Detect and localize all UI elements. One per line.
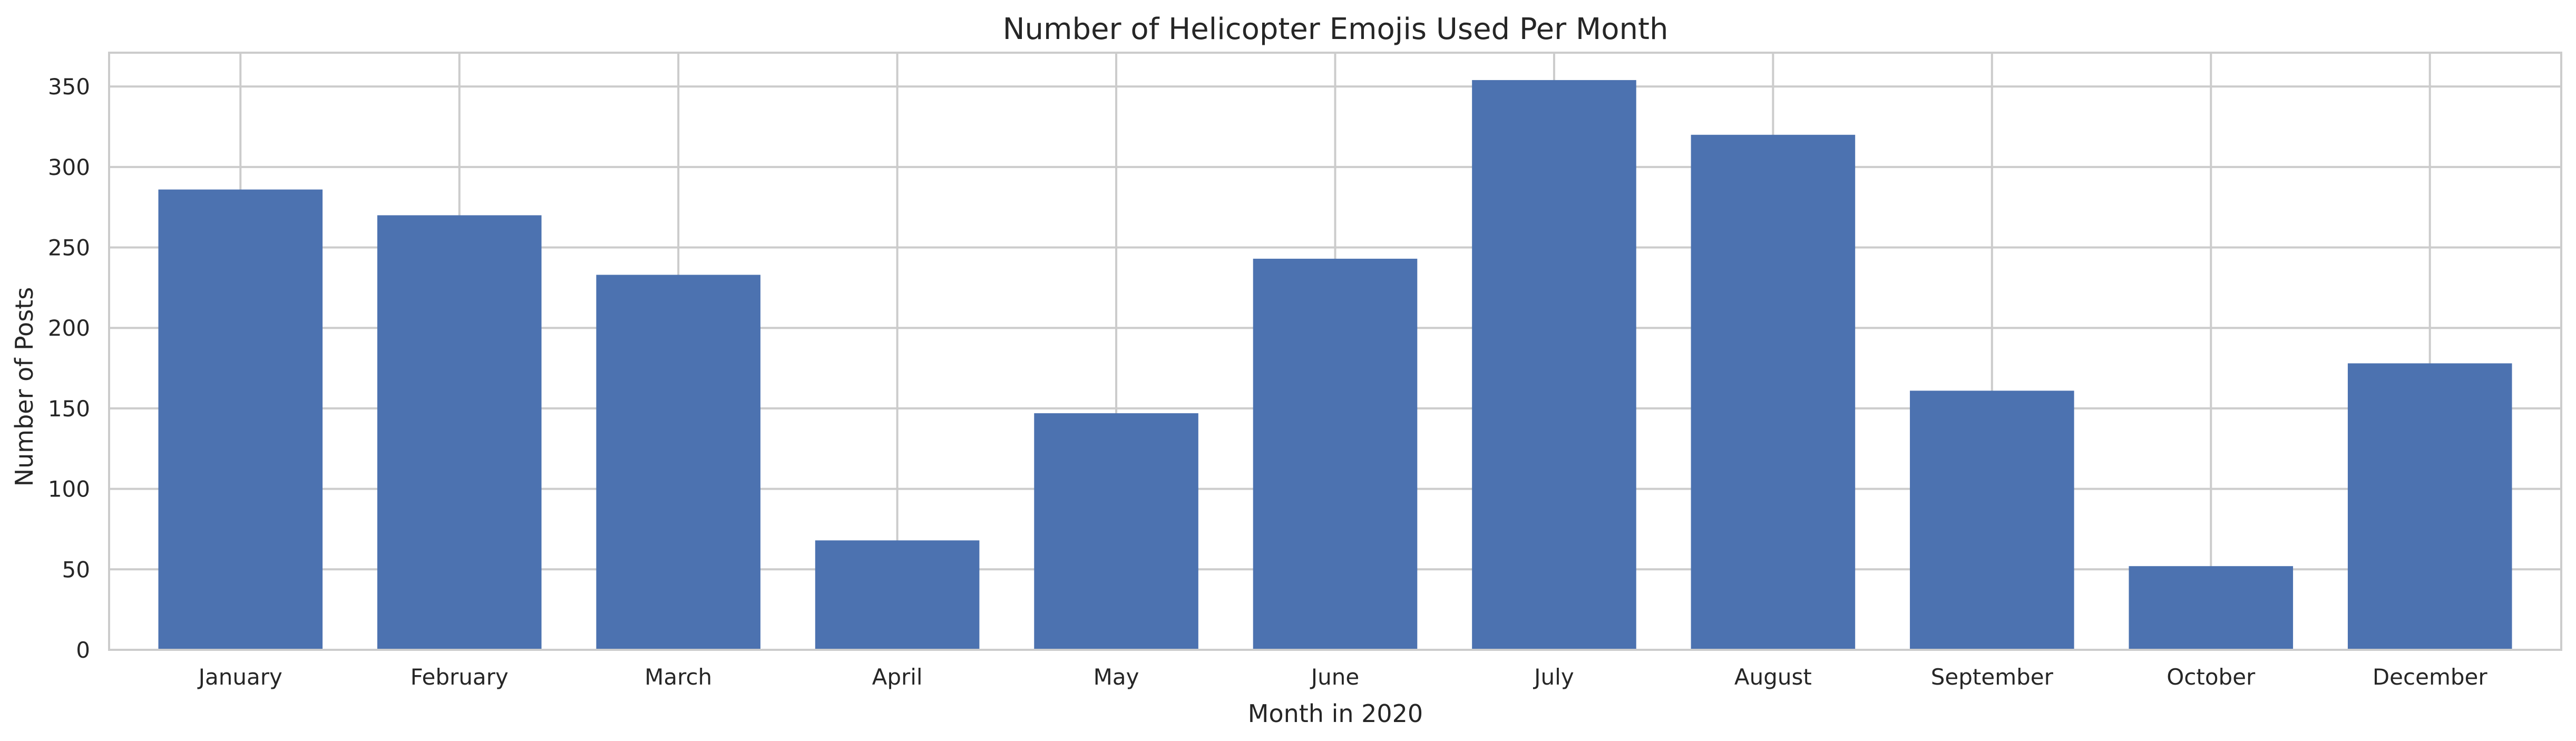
plot-frame [108, 52, 2562, 651]
y-axis-ticks: 0 50 100 150 200 250 300 350 [48, 74, 90, 663]
chart-title: Number of Helicopter Emojis Used Per Mon… [1003, 12, 1668, 46]
x-tick-label-december: December [2373, 664, 2488, 690]
y-tick-label: 300 [48, 154, 90, 180]
bar-october [2129, 566, 2294, 650]
bar-january [158, 189, 323, 650]
bar-march [596, 275, 760, 650]
x-tick-label-january: January [197, 664, 282, 690]
x-tick-label-june: June [1310, 664, 1359, 690]
x-tick-label-september: September [1931, 664, 2054, 690]
x-tick-label-march: March [645, 664, 712, 690]
x-axis-ticks: January February March April May June July Augu… [197, 664, 2488, 690]
y-tick-label: 0 [76, 637, 90, 663]
y-tick-label: 150 [48, 396, 90, 422]
bars [158, 80, 2512, 650]
bar-february [377, 215, 542, 650]
bar-may [1034, 413, 1198, 650]
bar-june [1253, 258, 1418, 650]
x-tick-label-may: May [1094, 664, 1139, 690]
x-tick-label-august: August [1734, 664, 1812, 690]
y-tick-label: 200 [48, 315, 90, 341]
y-tick-label: 250 [48, 235, 90, 261]
bar-december [2347, 363, 2512, 650]
bar-april [815, 540, 980, 650]
y-tick-label: 100 [48, 476, 90, 502]
x-axis-label: Month in 2020 [1248, 699, 1423, 728]
y-tick-label: 50 [62, 557, 90, 582]
x-tick-label-july: July [1533, 664, 1574, 690]
bar-august [1691, 134, 1856, 650]
y-axis-label: Number of Posts [10, 287, 38, 487]
y-tick-label: 350 [48, 74, 90, 100]
x-tick-label-april: April [872, 664, 923, 690]
x-tick-label-october: October [2167, 664, 2256, 690]
bar-september [1910, 391, 2074, 650]
x-tick-label-february: February [411, 664, 509, 690]
bar-july [1472, 80, 1636, 650]
